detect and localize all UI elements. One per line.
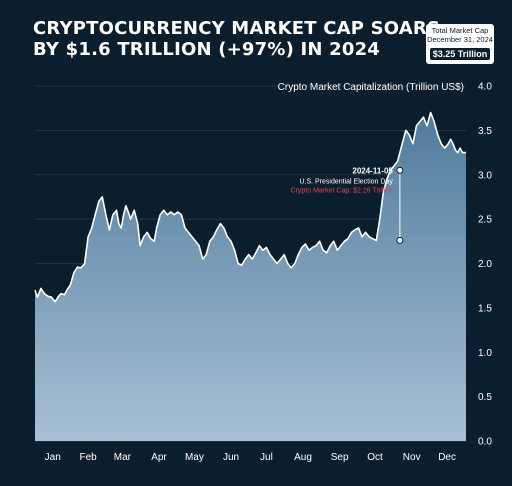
x-tick-label: Oct [367, 452, 383, 463]
annotation-cap: Crypto Market Cap: $2.26 Trillion [291, 187, 393, 194]
y-tick-label: 1.5 [478, 303, 492, 314]
title-line-2: BY $1.6 TRILLION (+97%) IN 2024 [33, 39, 381, 60]
election-annotation: 2024-11-05 U.S. Presidential Election Da… [291, 166, 404, 244]
y-axis: 0.0 0.5 1.0 1.5 2.0 2.5 3.0 3.5 4.0 [478, 82, 492, 448]
y-tick-label: 4.0 [478, 82, 492, 93]
x-tick-label: Jul [260, 452, 273, 463]
total-market-cap-badge: Total Market Cap December 31, 2024 $3.25… [426, 24, 494, 64]
badge-value: $3.25 Trillion [429, 48, 491, 60]
x-tick-label: May [185, 452, 204, 463]
annotation-top-marker [396, 166, 404, 174]
y-tick-label: 2.0 [478, 259, 492, 270]
x-tick-label: Mar [114, 452, 132, 463]
y-axis-label: Crypto Market Capitalization (Trillion U… [278, 82, 464, 93]
x-tick-label: Apr [151, 452, 167, 463]
market-cap-line [34, 111, 466, 303]
x-tick-label: Feb [80, 452, 98, 463]
annotation-date: 2024-11-05 [352, 166, 393, 175]
x-tick-label: Aug [294, 452, 312, 463]
x-tick-label: Sep [331, 452, 349, 463]
badge-date: December 31, 2024 [427, 35, 493, 44]
y-tick-label: 1.0 [478, 348, 492, 359]
x-tick-label: Jun [223, 452, 239, 463]
chart-title: CRYPTOCURRENCY MARKET CAP SOARS BY $1.6 … [33, 18, 440, 60]
market-cap-area [35, 112, 466, 441]
x-tick-label: Dec [438, 452, 456, 463]
badge-label: Total Market Cap [431, 26, 489, 35]
y-tick-label: 2.5 [478, 215, 492, 226]
y-tick-label: 0.5 [478, 392, 492, 403]
x-tick-label: Jan [45, 452, 61, 463]
title-line-1: CRYPTOCURRENCY MARKET CAP SOARS [33, 18, 441, 39]
annotation-point-marker [396, 236, 404, 244]
y-tick-label: 0.0 [478, 437, 492, 448]
x-axis: Jan Feb Mar Apr May Jun Jul Aug Sep Oct Nov Dec [45, 452, 456, 463]
y-tick-label: 3.0 [478, 170, 492, 181]
annotation-event: U.S. Presidential Election Day [299, 178, 393, 185]
x-tick-label: Nov [403, 452, 421, 463]
y-tick-label: 3.5 [478, 126, 492, 137]
